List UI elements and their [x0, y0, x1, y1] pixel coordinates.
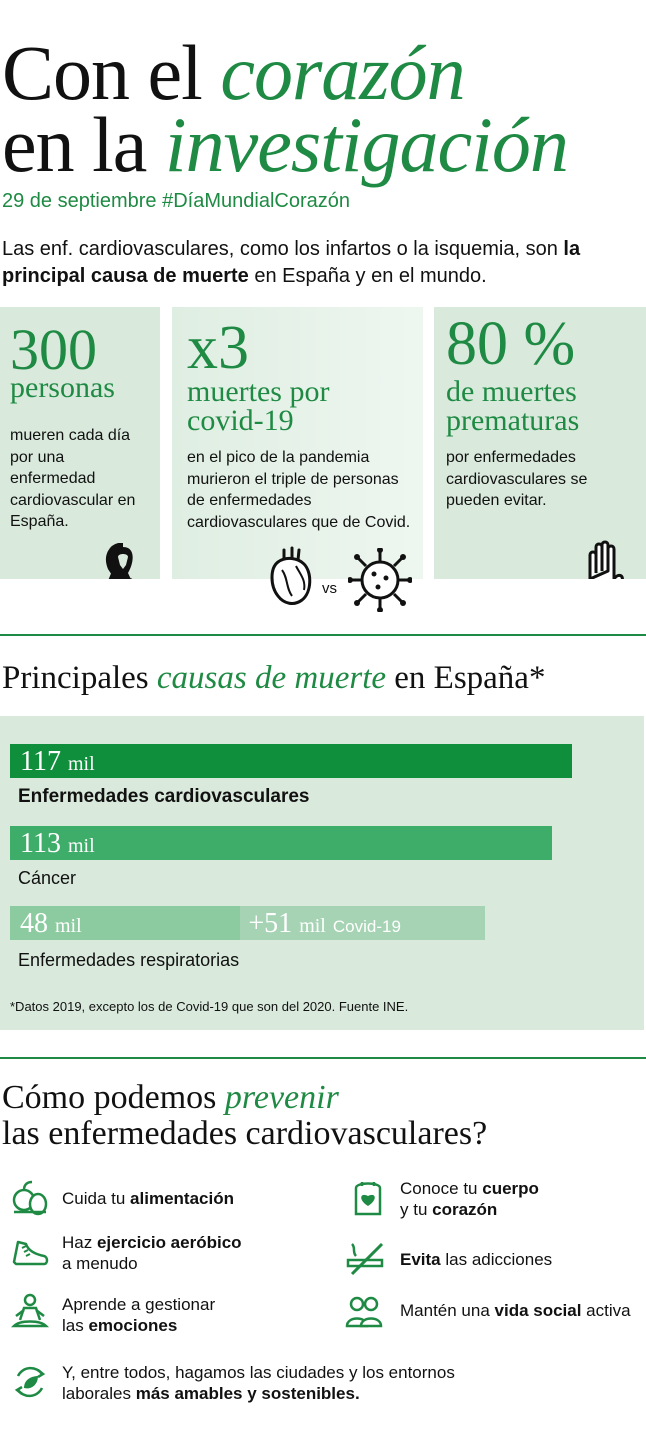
prevention-title-a: Cómo podemos [2, 1079, 217, 1116]
title-word-con-el: Con el [2, 29, 203, 116]
stat-sub-personas: personas [10, 371, 115, 404]
no-smoking-icon [346, 1242, 384, 1276]
hand-stop-icon [588, 540, 624, 579]
stat-desc-80: por enfermedades cardiovasculares se pue… [446, 449, 588, 509]
title-word-en-la: en la [2, 101, 147, 188]
body-heart-icon [354, 1182, 382, 1216]
stat-card-80: 80 % de muertes prematuras por enfermeda… [434, 307, 646, 579]
stat-big-80: 80 % [446, 310, 576, 378]
divider-1 [0, 634, 646, 636]
bar-label-48: 48 mil [20, 908, 82, 939]
category-label-respiratorias: Enfermedades respiratorias [18, 950, 240, 970]
divider-2 [0, 1057, 646, 1059]
intro-text: Las enf. cardiovasculares, como los infa… [2, 236, 646, 290]
tip-emociones: Aprende a gestionar las emociones [62, 1295, 216, 1335]
ribbon-icon [106, 543, 133, 579]
tip-ciudades-sostenibles: Y, entre todos, hagamos las ciudades y l… [62, 1363, 455, 1403]
bar-label-117: 117 mil [20, 746, 95, 777]
stat-card-x3: x3 muertes por covid-19 en el pico de la… [172, 307, 423, 579]
stat-desc-300: mueren cada día por una enfermedad cardi… [10, 427, 136, 530]
prevention-title-b: prevenir [224, 1079, 339, 1116]
chart-title-c: en España* [394, 660, 546, 696]
bar-cancer: 113 mil [10, 826, 553, 860]
stat-card-300: 300 personas mueren cada día por una enf… [0, 307, 160, 579]
title-word-corazon: corazón [220, 29, 465, 116]
intro-part-a: Las enf. cardiovasculares, como los infa… [2, 238, 558, 260]
tip-adicciones: Evita las adicciones [400, 1250, 553, 1269]
virus-icon [348, 548, 412, 612]
bar-label-113: 113 mil [20, 828, 95, 859]
food-icon [12, 1180, 48, 1216]
bar-cardiovasculares: 117 mil [10, 744, 572, 778]
stat-desc-x3: en el pico de la pandemia murieron el tr… [187, 449, 411, 531]
stat-sub-prematuras: de muertes prematuras [446, 375, 580, 437]
prevention-title-line-1: Cómo podemos prevenir [2, 1080, 339, 1116]
sustainability-leaf-icon [14, 1366, 46, 1398]
meditation-icon [10, 1293, 50, 1328]
chart-title-a: Principales [2, 660, 149, 696]
category-label-cardiovasculares: Enfermedades cardiovasculares [18, 786, 310, 807]
tip-vida-social: Mantén una vida social activa [400, 1301, 631, 1320]
chart-footnote: *Datos 2019, excepto los de Covid-19 que… [10, 999, 409, 1014]
stat-big-x3: x3 [187, 314, 249, 382]
chart-title-b: causas de muerte [156, 660, 387, 696]
stat-big-300: 300 [10, 317, 97, 382]
chart-title: Principales causas de muerte en España* [2, 662, 545, 695]
tip-alimentacion: Cuida tu alimentación [62, 1189, 234, 1208]
bar-label-covid: +51 mil Covid-19 [248, 908, 401, 939]
title-line-1: Con el corazón [2, 34, 466, 112]
intro-part-c: en España y en el mundo. [254, 265, 487, 287]
running-shoe-icon [12, 1240, 49, 1266]
bar-respiratorias: 48 mil [10, 906, 241, 940]
title-line-2: en la investigación [2, 106, 569, 184]
vs-label: vs [322, 580, 337, 597]
category-label-cancer: Cáncer [18, 868, 77, 888]
bar-covid-19: +51 mil Covid-19 [240, 906, 486, 940]
title-word-investigacion: investigación [164, 101, 569, 188]
heart-icon [270, 546, 312, 605]
tip-ejercicio: Haz ejercicio aeróbico a menudo [62, 1233, 242, 1273]
intro-bold: la principal causa de muerte [2, 238, 581, 287]
people-icon [345, 1296, 383, 1328]
prevention-title-line-2: las enfermedades cardiovasculares? [2, 1115, 488, 1152]
stat-sub-covid: muertes por covid-19 [187, 375, 330, 437]
tip-cuerpo-corazon: Conoce tu cuerpo y tu corazón [400, 1179, 539, 1219]
subtitle-hashtag: 29 de septiembre #DíaMundialCorazón [2, 190, 350, 212]
